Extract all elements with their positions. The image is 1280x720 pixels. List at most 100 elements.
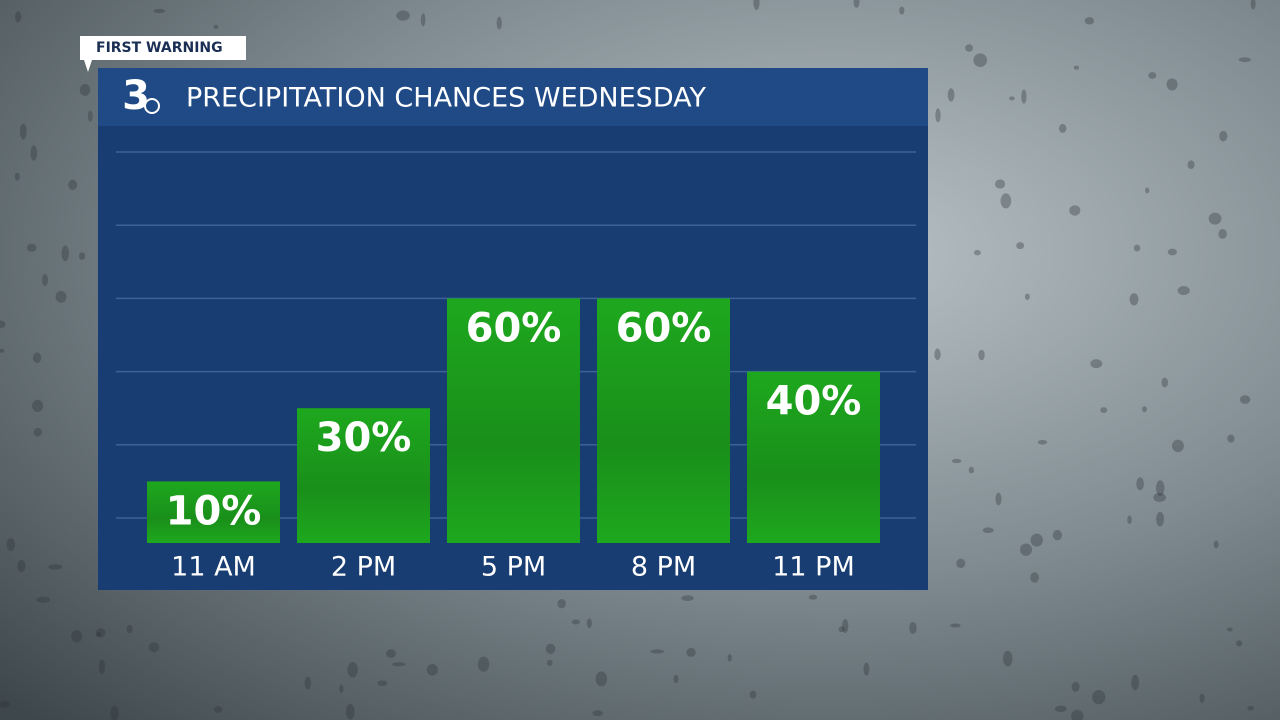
- raindrop: [1161, 377, 1168, 388]
- raindrop: [956, 558, 966, 569]
- raindrop: [1084, 17, 1095, 25]
- raindrop: [377, 680, 388, 687]
- raindrop: [126, 625, 133, 634]
- raindrop: [347, 661, 358, 678]
- raindrop: [973, 249, 981, 256]
- raindrop: [545, 643, 556, 654]
- raindrop: [1131, 674, 1140, 691]
- raindrop: [1171, 439, 1184, 453]
- raindrop: [1208, 212, 1222, 225]
- raindrop: [345, 703, 355, 720]
- raindrop: [153, 8, 166, 14]
- raindrop: [17, 559, 26, 573]
- raindrop: [995, 179, 1006, 189]
- raindrop: [26, 243, 37, 252]
- raindrop: [1218, 228, 1227, 239]
- raindrop: [1071, 681, 1080, 692]
- value-label: 60%: [466, 305, 562, 351]
- raindrop: [19, 123, 27, 140]
- raindrop: [863, 662, 870, 676]
- raindrop: [838, 626, 845, 633]
- raindrop: [1016, 242, 1025, 250]
- raindrop: [42, 274, 48, 287]
- x-tick-label: 2 PM: [331, 552, 396, 583]
- raindrop: [1030, 572, 1039, 583]
- raindrop: [686, 647, 696, 657]
- raindrop: [0, 700, 10, 708]
- raindrop: [61, 245, 69, 262]
- raindrop: [6, 538, 16, 551]
- raindrop: [1133, 244, 1141, 252]
- raindrop: [650, 649, 665, 654]
- raindrop: [681, 595, 694, 602]
- raindrop: [982, 527, 994, 534]
- raindrop: [1236, 640, 1243, 647]
- raindrop: [978, 349, 985, 361]
- raindrop: [15, 11, 22, 23]
- raindrop: [148, 642, 160, 653]
- raindrop: [95, 628, 106, 638]
- raindrop: [71, 630, 83, 643]
- raindrop: [1238, 57, 1251, 63]
- raindrop: [808, 594, 818, 600]
- raindrop: [995, 492, 1002, 506]
- raindrop: [1058, 123, 1067, 133]
- raindrop: [673, 674, 679, 684]
- raindrop: [1127, 515, 1132, 524]
- raindrop: [1145, 187, 1150, 194]
- raindrop: [396, 10, 410, 21]
- raindrop: [727, 653, 732, 662]
- x-tick-label: 11 AM: [171, 552, 256, 583]
- raindrop: [1219, 130, 1228, 142]
- raindrop: [1020, 543, 1033, 556]
- raindrop: [420, 13, 426, 27]
- raindrop: [1073, 65, 1080, 70]
- raindrop: [1148, 72, 1157, 79]
- raindrop: [1136, 477, 1144, 491]
- raindrop: [1100, 407, 1108, 413]
- raindrop: [48, 564, 63, 570]
- raindrop: [1247, 705, 1254, 711]
- raindrop: [1199, 693, 1205, 703]
- raindrop: [392, 662, 406, 667]
- value-label: 60%: [616, 305, 712, 351]
- value-label: 10%: [166, 488, 262, 534]
- raindrop: [1153, 492, 1166, 502]
- raindrop: [1021, 89, 1027, 104]
- raindrop: [950, 623, 961, 628]
- raindrop: [1239, 395, 1251, 404]
- raindrop: [1069, 205, 1081, 216]
- raindrop: [496, 16, 502, 30]
- raindrop: [339, 684, 344, 693]
- raindrop: [1024, 293, 1030, 300]
- raindrop: [973, 53, 988, 67]
- bar-shade: [297, 408, 430, 543]
- raindrop: [1092, 690, 1106, 705]
- raindrop: [1166, 78, 1178, 91]
- bar-shade: [447, 298, 580, 543]
- raindrop: [1250, 0, 1256, 10]
- raindrop: [213, 706, 223, 714]
- raindrop: [68, 179, 78, 191]
- raindrop: [98, 659, 106, 675]
- bar-shade: [147, 481, 280, 543]
- raindrop: [87, 110, 93, 122]
- raindrop: [78, 252, 86, 260]
- raindrop: [968, 466, 975, 474]
- x-tick-label: 5 PM: [481, 552, 546, 583]
- raindrop: [79, 84, 91, 96]
- raindrop: [853, 0, 860, 8]
- raindrop: [557, 599, 566, 609]
- raindrop: [935, 108, 941, 123]
- raindrop: [1142, 406, 1147, 413]
- raindrop: [477, 656, 490, 672]
- raindrop: [1156, 511, 1165, 527]
- raindrop: [32, 352, 42, 364]
- raindrop: [1071, 709, 1084, 720]
- raindrop: [96, 631, 102, 637]
- raindrop: [1030, 533, 1043, 547]
- raindrop: [595, 671, 608, 687]
- raindrop: [0, 320, 6, 329]
